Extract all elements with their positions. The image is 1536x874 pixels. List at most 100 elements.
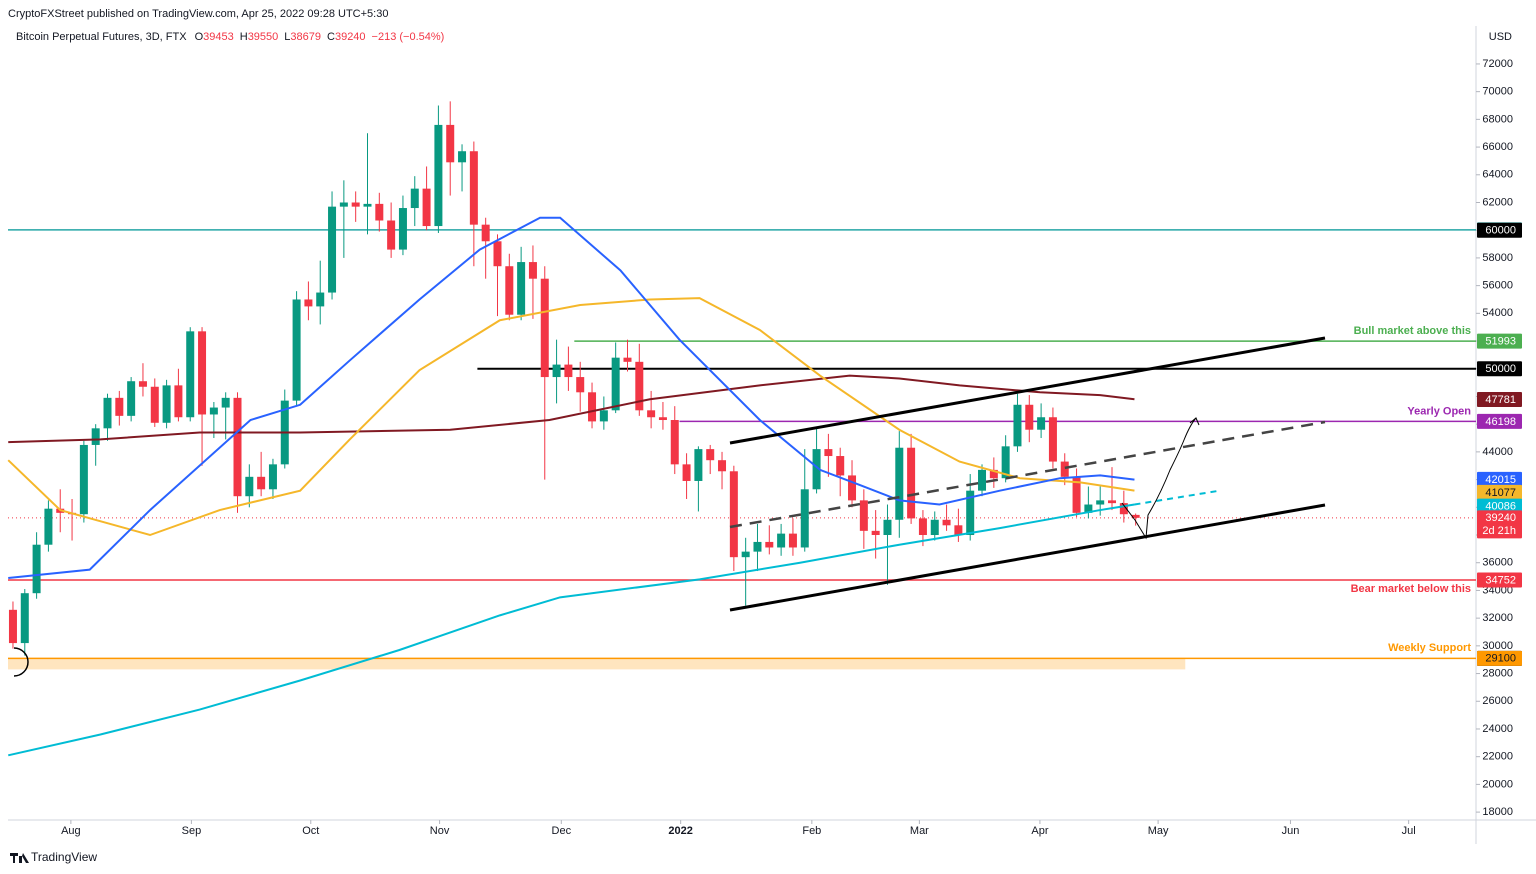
y-tick-label: 32000 — [1482, 612, 1513, 624]
level-text: Bear market below this — [1351, 583, 1471, 595]
candle-body — [115, 397, 124, 416]
price-tag-label: 29100 — [1485, 653, 1516, 665]
price-tag-label: 60000 — [1485, 225, 1516, 237]
candle-body — [44, 508, 53, 545]
y-tick-label: 30000 — [1482, 640, 1513, 652]
currency: USD — [1489, 31, 1512, 43]
channel-upper — [729, 336, 1326, 445]
candle-body — [150, 386, 159, 423]
y-tick-label: 70000 — [1482, 86, 1513, 98]
candle-body — [316, 292, 325, 307]
ohlc-value: 38679 — [290, 31, 321, 43]
y-tick-label: 56000 — [1482, 280, 1513, 292]
x-tick-label: Nov — [430, 825, 450, 837]
price-tag-label: 34752 — [1485, 574, 1516, 586]
candle-body — [398, 208, 407, 250]
candle-body — [162, 385, 171, 423]
candle-body — [753, 541, 762, 552]
candle-body — [268, 464, 277, 490]
ohlc-key: C — [327, 31, 335, 43]
ohlc-value: 39240 — [335, 31, 366, 43]
price-tag-label: 41077 — [1485, 487, 1516, 499]
level-text: Yearly Open — [1407, 405, 1471, 417]
x-tick-label: 2022 — [668, 825, 692, 837]
candle-body — [741, 551, 750, 558]
legend: Bitcoin Perpetual Futures, 3D, FTX O39453… — [16, 31, 444, 43]
candle-body — [493, 241, 502, 267]
channel-mid — [729, 420, 1326, 529]
candle-body — [954, 525, 963, 536]
candle-body — [292, 299, 301, 401]
y-tick-label: 36000 — [1482, 557, 1513, 569]
candle-body — [446, 124, 455, 163]
candle-body — [599, 410, 608, 422]
price-tag-label: 39240 — [1485, 512, 1516, 524]
candle-body — [848, 475, 857, 501]
candle-body — [1025, 404, 1034, 430]
candle-body — [233, 397, 242, 497]
change: −213 (−0.54%) — [372, 31, 445, 43]
candle-body — [930, 519, 939, 536]
candle-body — [777, 533, 786, 548]
candle-body — [635, 361, 644, 411]
symbol-title: Bitcoin Perpetual Futures, 3D, FTX — [16, 31, 187, 43]
countdown: 2d 21h — [1482, 525, 1516, 537]
candle-body — [221, 397, 230, 408]
candle-body — [718, 460, 727, 472]
candle-body — [576, 377, 585, 393]
y-tick-label: 44000 — [1482, 446, 1513, 458]
price-tag-label: 50000 — [1485, 363, 1516, 375]
y-tick-label: 24000 — [1482, 723, 1513, 735]
y-tick-label: 66000 — [1482, 141, 1513, 153]
candle-body — [623, 357, 632, 362]
candle-body — [103, 397, 112, 429]
circle-mark — [13, 647, 29, 677]
brand-logo: TradingView — [10, 850, 97, 864]
candle-body — [174, 385, 183, 418]
candle-body — [410, 188, 419, 209]
candle-body — [883, 519, 892, 536]
candle-body — [186, 331, 195, 418]
logo-icon — [10, 853, 29, 863]
x-tick-label: May — [1148, 825, 1169, 837]
candle-body — [481, 224, 490, 242]
channel-lower — [729, 503, 1326, 612]
price-tag — [1477, 498, 1522, 514]
level-text: Weekly Support — [1388, 642, 1471, 654]
candle-body — [706, 449, 715, 461]
price-tag — [1477, 361, 1522, 377]
y-tick-label: 18000 — [1482, 806, 1513, 818]
ohlc-key: O — [195, 31, 204, 43]
candle-body — [611, 357, 620, 411]
candle-body — [8, 609, 17, 644]
candle-body — [469, 151, 478, 225]
candle-body — [694, 449, 703, 481]
price-tag-label: 51993 — [1485, 336, 1516, 348]
x-tick-label: Feb — [802, 825, 821, 837]
candle-body — [339, 202, 348, 207]
candle-body — [859, 500, 868, 531]
x-tick-label: Jun — [1282, 825, 1300, 837]
level-text: Bull market above this — [1354, 325, 1471, 337]
y-tick-label: 68000 — [1482, 113, 1513, 125]
forecast-path — [1121, 417, 1197, 540]
candle-body — [895, 447, 904, 520]
x-tick-label: Apr — [1031, 825, 1048, 837]
candle-body — [966, 490, 975, 536]
candle-body — [434, 124, 443, 227]
support-band — [8, 658, 1186, 670]
publisher: CryptoFXStreet published on TradingView.… — [8, 8, 388, 20]
candle-body — [989, 469, 998, 479]
ohlc-value: 39550 — [248, 31, 279, 43]
y-tick-label: 26000 — [1482, 695, 1513, 707]
candle-body — [824, 449, 833, 457]
candle-body — [505, 266, 514, 315]
ohlc-key: H — [240, 31, 248, 43]
brand: TradingView — [31, 850, 97, 864]
price-tag-label: 40086 — [1485, 501, 1516, 513]
x-tick-label: Oct — [302, 825, 319, 837]
candle-body — [328, 206, 337, 293]
candle-body — [79, 444, 88, 515]
price-tag — [1477, 471, 1522, 487]
